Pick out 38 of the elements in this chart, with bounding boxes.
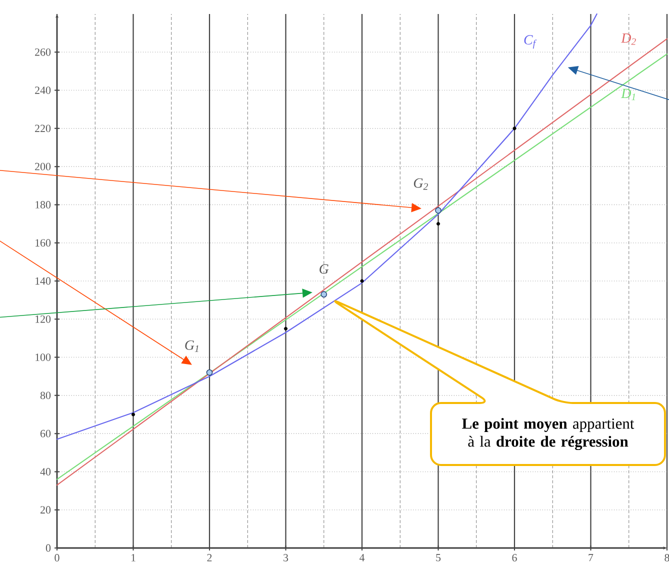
point [512, 126, 516, 130]
x-tick-label: 5 [436, 554, 441, 562]
y-tick-label: 0 [46, 544, 51, 552]
y-tick-label: 100 [36, 354, 51, 361]
y-tick-label: 120 [36, 315, 51, 323]
y-tick-label: 40 [40, 468, 51, 476]
y-tick-label: 200 [35, 162, 51, 170]
point [435, 207, 442, 214]
x-tick-label: 3 [284, 554, 288, 562]
text: Le point moyen appartient à la droite de régression [462, 418, 634, 450]
x-tick-label: 8 [664, 554, 669, 562]
y-tick-label: 60 [40, 430, 51, 438]
x-tick-label: 1 [131, 554, 136, 562]
x-tick-label: 4 [359, 554, 365, 562]
y-tick-label: 80 [40, 392, 51, 400]
point [284, 326, 288, 330]
annotation: G$_{1}$ [185, 340, 198, 352]
x-tick-label: 0 [54, 554, 60, 562]
annotation: G$_{2}$ [414, 178, 428, 190]
y-tick-label: 220 [35, 124, 51, 132]
annotation: G [320, 264, 329, 274]
y-tick-label: 240 [35, 86, 51, 94]
x-tick-label: 2 [207, 554, 212, 562]
point [360, 279, 364, 283]
annotation: D$_{2}$ [620, 34, 636, 45]
y-tick-label: 20 [40, 506, 51, 514]
y-tick-label: 260 [35, 48, 51, 56]
annotation: C$_{f}$ [524, 35, 537, 49]
point [206, 369, 213, 376]
x-tick-label: 7 [588, 554, 594, 562]
point [436, 222, 440, 226]
point [320, 291, 328, 298]
y-tick-label: 140 [36, 277, 51, 285]
annotation: D$_{1}$ [620, 88, 636, 100]
y-tick-label: 160 [36, 239, 51, 247]
point [131, 412, 136, 416]
x-tick-label: 6 [512, 554, 517, 562]
y-tick-label: 180 [36, 201, 51, 208]
